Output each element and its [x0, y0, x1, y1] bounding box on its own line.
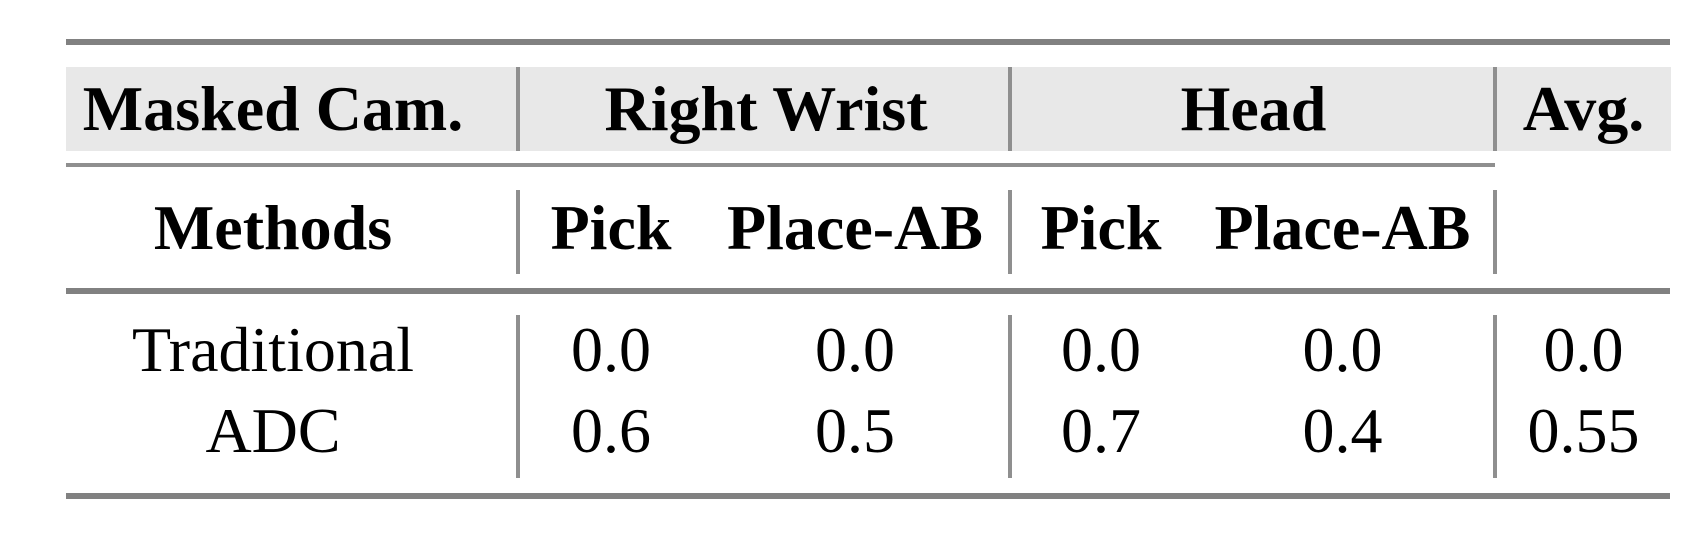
- header-cline-rule: [66, 163, 1495, 167]
- row-rw-pick-value: 0.0: [571, 314, 651, 385]
- row-head-place-value: 0.0: [1302, 314, 1383, 385]
- header-right-wrist: Right Wrist: [604, 73, 928, 144]
- row-rw-place-value: 0.5: [815, 395, 895, 466]
- row-head-pick-value: 0.0: [1061, 314, 1141, 385]
- row-head-pick-value: 0.7: [1061, 395, 1141, 466]
- table-top-rule: [66, 39, 1670, 45]
- row-rw-pick-value: 0.6: [571, 395, 651, 466]
- header2-separator-3: [1493, 190, 1497, 274]
- header2-separator-2: [1008, 190, 1012, 274]
- row-method-label: Traditional: [131, 314, 415, 385]
- data-separator-3: [1493, 315, 1497, 478]
- row-avg-value: 0.0: [1543, 314, 1624, 385]
- row-avg-value: 0.55: [1527, 395, 1640, 466]
- data-separator-1: [516, 315, 520, 478]
- row-head-place-value: 0.4: [1302, 395, 1383, 466]
- header-methods: Methods: [153, 191, 393, 263]
- header-head: Head: [1180, 73, 1327, 144]
- table-mid-rule: [66, 288, 1670, 294]
- table-bottom-rule: [66, 493, 1670, 499]
- header-band: [66, 67, 1671, 151]
- header-rw-pick: Pick: [550, 191, 672, 263]
- row-method-label: ADC: [205, 395, 341, 466]
- header1-separator-2: [1008, 67, 1012, 151]
- row-rw-place-value: 0.0: [815, 314, 895, 385]
- header-masked-cam: Masked Cam.: [82, 73, 464, 144]
- header-head-place-ab: Place-AB: [1214, 191, 1471, 263]
- header1-separator-1: [516, 67, 520, 151]
- data-separator-2: [1008, 315, 1012, 478]
- header-avg: Avg.: [1522, 73, 1645, 144]
- header-head-pick: Pick: [1040, 191, 1162, 263]
- header1-separator-3: [1493, 67, 1497, 151]
- header-rw-place-ab: Place-AB: [727, 191, 983, 263]
- header2-separator-1: [516, 190, 520, 274]
